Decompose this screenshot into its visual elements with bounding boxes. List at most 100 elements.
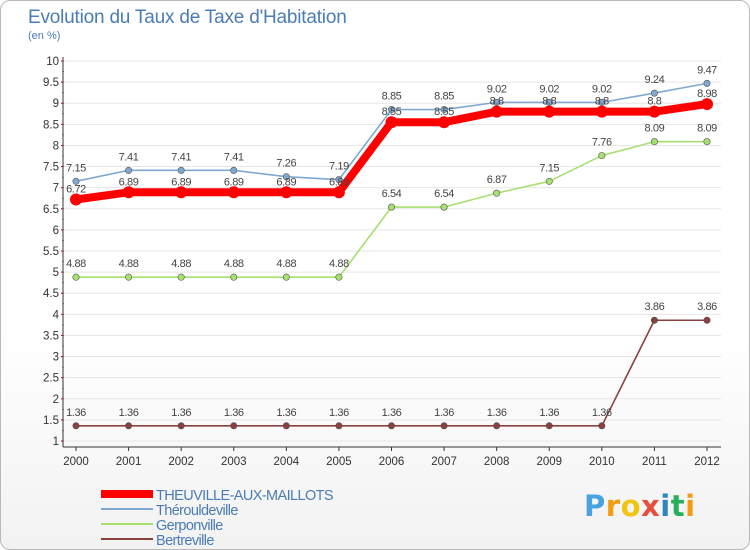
data-point bbox=[230, 422, 238, 430]
series-layer bbox=[70, 79, 713, 430]
data-label: 7.76 bbox=[592, 137, 612, 149]
data-label: 1.36 bbox=[66, 407, 86, 419]
y-tick-label: 4 bbox=[53, 309, 60, 321]
axis-layer: 1 1.5 2 2.5 3 3.5 4 4.5 5 5.5 6 6.5 7 7.5 8 8.5 9 9.5 10 20… bbox=[43, 56, 721, 468]
data-label: 6.72 bbox=[66, 183, 86, 195]
data-label: 8.55 bbox=[382, 106, 402, 118]
data-point bbox=[177, 422, 185, 430]
data-point bbox=[387, 106, 395, 114]
data-label: 1.36 bbox=[539, 407, 559, 419]
data-point bbox=[598, 422, 606, 430]
x-tick-label: 2006 bbox=[379, 456, 405, 468]
data-label: 4.88 bbox=[276, 258, 296, 270]
chart-title: Evolution du Taux de Taxe d'Habitation bbox=[28, 7, 347, 28]
y-tick-label: 2.5 bbox=[43, 373, 59, 385]
data-label: 7.19 bbox=[329, 161, 349, 173]
data-label: 6.89 bbox=[224, 176, 244, 188]
y-tick-label: 10 bbox=[46, 56, 59, 68]
data-point bbox=[440, 203, 448, 211]
x-tick-label: 2005 bbox=[326, 456, 352, 468]
data-point bbox=[72, 273, 80, 281]
data-point bbox=[493, 422, 501, 430]
data-label: 8.8 bbox=[595, 96, 609, 108]
data-label: 6.89 bbox=[276, 176, 296, 188]
data-label: 8.8 bbox=[490, 96, 504, 108]
data-point bbox=[72, 422, 80, 430]
x-tick-label: 2010 bbox=[589, 456, 615, 468]
data-point bbox=[703, 316, 711, 324]
logo-letter: o bbox=[620, 489, 642, 523]
data-point bbox=[335, 273, 343, 281]
legend-label: THEUVILLE-AUX-MAILLOTS bbox=[156, 488, 333, 504]
logo-letter: x bbox=[641, 489, 661, 523]
x-tick-label: 2002 bbox=[168, 456, 194, 468]
data-point bbox=[332, 186, 345, 199]
data-point bbox=[70, 193, 82, 206]
y-tick-label: 1.5 bbox=[43, 415, 59, 427]
grid-layer bbox=[63, 60, 721, 442]
data-point bbox=[543, 105, 556, 118]
x-tick-label: 2003 bbox=[221, 456, 247, 468]
data-label: 7.15 bbox=[66, 162, 86, 174]
y-tick-label: 6 bbox=[53, 225, 59, 237]
x-tick-label: 2000 bbox=[63, 456, 89, 468]
x-tick-label: 2009 bbox=[536, 456, 562, 468]
data-label: 1.36 bbox=[487, 407, 507, 419]
data-label: 1.36 bbox=[434, 407, 454, 419]
data-label: 6.89 bbox=[329, 176, 349, 188]
legend-label: Thérouldeville bbox=[156, 503, 238, 519]
y-tick-label: 5.5 bbox=[43, 246, 59, 258]
legend-layer: THEUVILLE-AUX-MAILLOTSThérouldevilleGerp… bbox=[101, 488, 334, 549]
data-point bbox=[703, 79, 711, 87]
data-point bbox=[490, 105, 503, 118]
data-label: 7.41 bbox=[119, 151, 139, 163]
data-point bbox=[440, 422, 448, 430]
data-point bbox=[648, 105, 661, 118]
y-tick-label: 7 bbox=[53, 183, 59, 195]
data-point bbox=[650, 89, 658, 97]
y-tick-label: 9.5 bbox=[43, 77, 59, 89]
data-point bbox=[125, 273, 133, 281]
data-point bbox=[227, 186, 240, 199]
data-point bbox=[493, 98, 501, 106]
data-label: 8.85 bbox=[382, 91, 402, 103]
data-point bbox=[650, 316, 658, 324]
data-label: 1.36 bbox=[592, 407, 612, 419]
y-tick-label: 3 bbox=[53, 352, 59, 364]
data-point bbox=[385, 116, 398, 129]
data-point bbox=[387, 422, 395, 430]
data-point bbox=[177, 273, 185, 281]
y-tick-label: 2 bbox=[53, 394, 59, 406]
data-label: 8.98 bbox=[697, 88, 717, 100]
data-point bbox=[280, 186, 293, 199]
data-point bbox=[230, 166, 238, 174]
data-label: 8.85 bbox=[434, 91, 454, 103]
data-point bbox=[440, 106, 448, 114]
chart-subtitle: (en %) bbox=[28, 30, 61, 42]
data-label: 6.89 bbox=[171, 176, 191, 188]
x-tick-label: 2004 bbox=[274, 456, 300, 468]
data-point bbox=[545, 177, 553, 185]
data-point bbox=[703, 138, 711, 146]
data-label: 3.86 bbox=[697, 301, 717, 313]
data-label: 1.36 bbox=[224, 407, 244, 419]
y-tick-label: 8 bbox=[53, 140, 59, 152]
data-label: 4.88 bbox=[119, 258, 139, 270]
x-tick-label: 2011 bbox=[642, 456, 667, 468]
data-point bbox=[282, 273, 290, 281]
data-label: 7.26 bbox=[276, 158, 296, 170]
logo-letter: t bbox=[670, 489, 686, 523]
data-label: 6.54 bbox=[382, 188, 402, 200]
data-point bbox=[598, 98, 606, 106]
data-point bbox=[598, 152, 606, 160]
x-tick-label: 2008 bbox=[484, 456, 510, 468]
data-label: 8.8 bbox=[542, 96, 556, 108]
data-label: 9.47 bbox=[697, 64, 717, 76]
y-tick-label: 4.5 bbox=[43, 288, 59, 300]
data-label: 7.15 bbox=[539, 162, 559, 174]
data-point bbox=[282, 422, 290, 430]
data-point bbox=[122, 186, 135, 199]
x-tick-label: 2007 bbox=[431, 456, 457, 468]
